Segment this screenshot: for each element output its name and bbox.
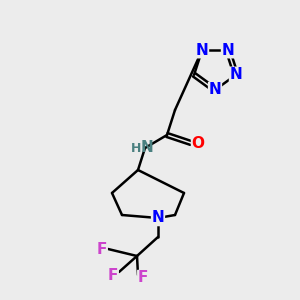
Text: F: F bbox=[138, 271, 148, 286]
Text: O: O bbox=[191, 136, 205, 151]
Text: N: N bbox=[152, 211, 164, 226]
Text: N: N bbox=[230, 67, 242, 82]
Text: N: N bbox=[222, 43, 234, 58]
Text: N: N bbox=[208, 82, 221, 98]
Text: N: N bbox=[196, 43, 208, 58]
Text: H: H bbox=[130, 142, 141, 154]
Text: N: N bbox=[141, 140, 154, 155]
Text: F: F bbox=[97, 242, 107, 256]
Text: F: F bbox=[108, 268, 118, 283]
